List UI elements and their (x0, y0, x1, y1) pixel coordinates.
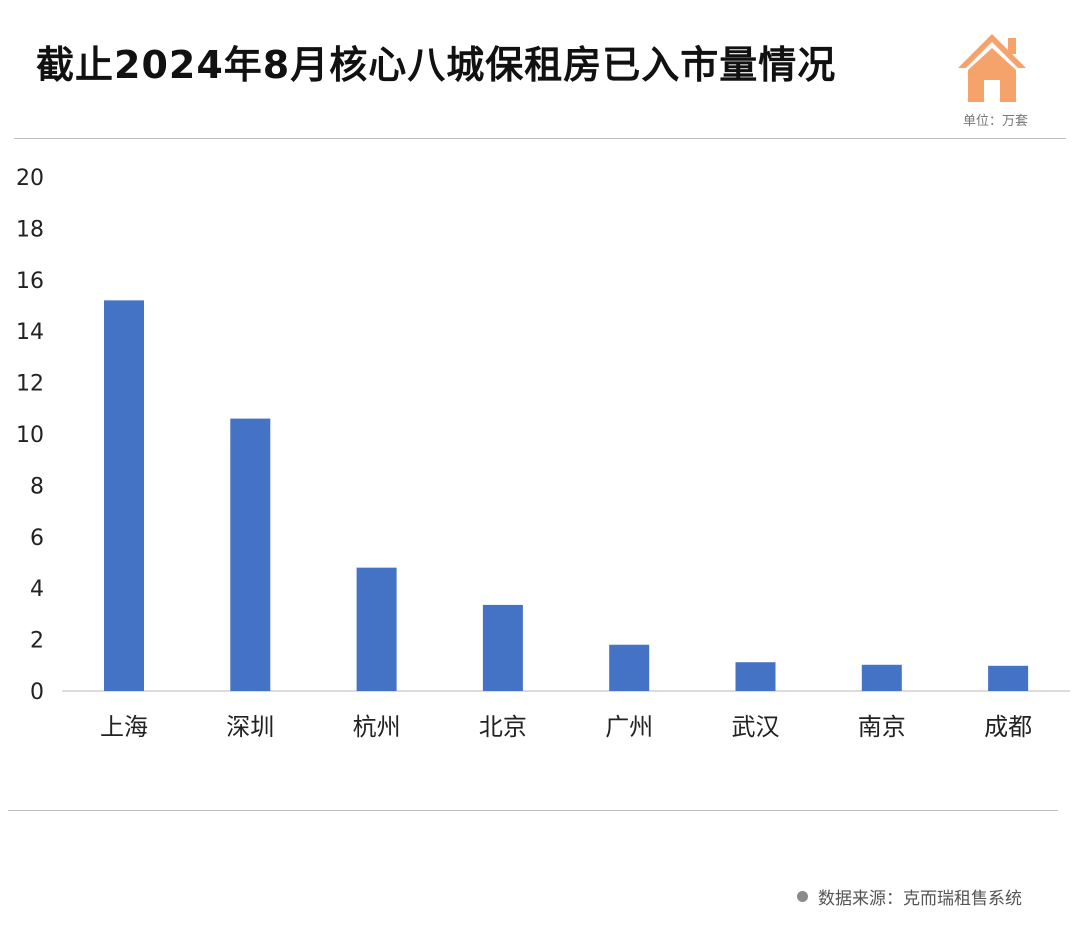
unit-label: 单位：万套 (962, 114, 1028, 129)
y-tick-label: 12 (16, 372, 44, 397)
bar-6 (735, 662, 776, 691)
y-axis: 0 2 4 6 8 10 12 14 16 18 20 (16, 166, 44, 705)
y-tick-label: 8 (30, 474, 44, 499)
x-tick-label: 上海 (100, 713, 148, 741)
y-tick-label: 18 (16, 217, 44, 242)
x-axis-labels: 上海 深圳 杭州 北京 广州 武汉 南京 成都 (100, 713, 1032, 741)
x-tick-label: 北京 (479, 713, 527, 741)
y-tick-label: 20 (16, 166, 44, 191)
bar-2 (230, 418, 271, 691)
bar-5 (609, 644, 650, 691)
x-tick-label: 武汉 (732, 713, 780, 741)
bar-8 (988, 665, 1029, 691)
bottom-divider (8, 810, 1058, 811)
y-tick-label: 4 (30, 577, 44, 602)
bar-7 (861, 664, 902, 691)
y-tick-label: 16 (16, 269, 44, 294)
x-tick-label: 南京 (858, 713, 906, 741)
x-tick-label: 杭州 (353, 713, 401, 741)
bar-3 (356, 567, 397, 691)
x-tick-label: 成都 (984, 713, 1032, 741)
bullet-icon (797, 891, 808, 902)
y-tick-label: 10 (16, 423, 44, 448)
bar-4 (482, 604, 523, 691)
top-divider (14, 138, 1066, 139)
data-source-text: 数据来源：克而瑞租售系统 (818, 889, 1022, 909)
bars (104, 300, 1029, 691)
y-tick-label: 0 (30, 680, 44, 705)
chart-title: 截止2024年8月核心八城保租房已入市量情况 (36, 43, 837, 87)
data-source: 数据来源：克而瑞租售系统 (797, 884, 1022, 909)
y-tick-label: 6 (30, 526, 44, 551)
y-tick-label: 2 (30, 629, 44, 654)
bar-chart: 0 2 4 6 8 10 12 14 16 18 20 上海 深圳 杭州 北京 广州 武汉 南京 成都 (16, 166, 1070, 741)
bar-1 (104, 300, 144, 691)
x-tick-label: 广州 (605, 713, 653, 741)
x-tick-label: 深圳 (226, 713, 274, 741)
y-tick-label: 14 (16, 320, 44, 345)
house-logo-icon (958, 34, 1026, 102)
